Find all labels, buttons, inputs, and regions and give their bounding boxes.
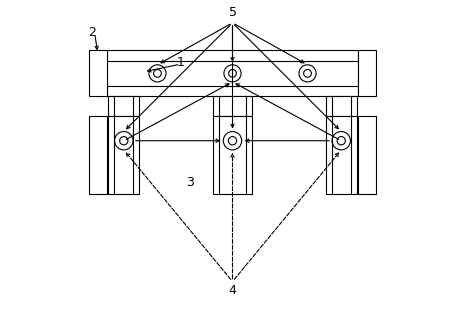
Bar (88, 116, 107, 194)
Bar (107, 116, 139, 194)
Text: 2: 2 (88, 26, 96, 39)
Bar (358, 116, 377, 194)
Text: 5: 5 (228, 6, 237, 19)
Text: 1: 1 (177, 56, 185, 69)
Bar (213, 96, 252, 116)
Bar (213, 116, 252, 194)
Text: 3: 3 (186, 176, 193, 188)
Bar (358, 50, 377, 96)
Bar (88, 50, 107, 96)
Bar (326, 96, 358, 116)
Text: 4: 4 (229, 284, 236, 297)
Bar (107, 50, 358, 96)
Bar (107, 96, 139, 116)
Bar (326, 116, 358, 194)
